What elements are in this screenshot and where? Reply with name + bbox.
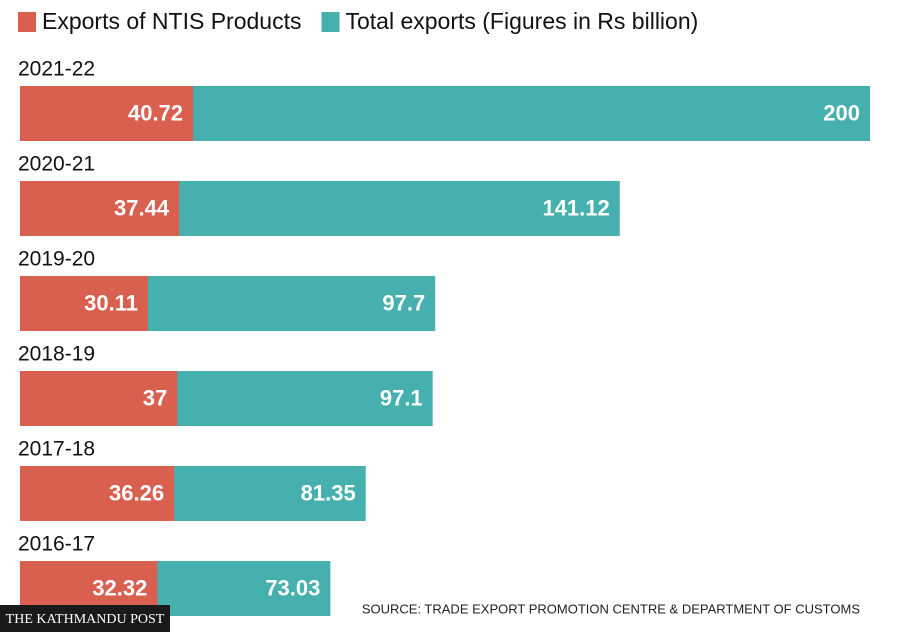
source: SOURCE: TRADE EXPORT PROMOTION CENTRE & … bbox=[362, 601, 860, 616]
value-label: 37 bbox=[143, 385, 167, 410]
value-label: 97.1 bbox=[380, 385, 423, 410]
value-label: 81.35 bbox=[301, 480, 356, 505]
value-label: 40.72 bbox=[128, 100, 183, 125]
category-label: 2019-20 bbox=[18, 248, 95, 271]
value-label: 200 bbox=[823, 100, 860, 125]
legend-label: Total exports (Figures in Rs billion) bbox=[345, 8, 698, 34]
category-label: 2021-22 bbox=[18, 58, 95, 81]
bar bbox=[20, 86, 194, 141]
bar bbox=[20, 181, 180, 236]
value-label: 30.11 bbox=[84, 290, 138, 315]
bar bbox=[20, 371, 178, 426]
value-label: 97.7 bbox=[382, 290, 425, 315]
bar bbox=[20, 276, 148, 331]
category-label: 2017-18 bbox=[18, 438, 95, 461]
value-label: 141.12 bbox=[542, 195, 609, 220]
legend-swatch bbox=[321, 12, 340, 32]
legend-swatch bbox=[18, 12, 36, 32]
value-label: 73.03 bbox=[265, 575, 320, 600]
logo-box bbox=[0, 605, 170, 632]
publisher: THE KATHMANDU POST bbox=[6, 612, 165, 627]
value-label: 36.26 bbox=[109, 480, 164, 505]
category-label: 2020-21 bbox=[18, 153, 95, 176]
bar bbox=[20, 466, 175, 521]
category-label: 2018-19 bbox=[18, 343, 95, 366]
legend-label: Exports of NTIS Products bbox=[42, 8, 301, 34]
category-label: 2016-17 bbox=[18, 533, 95, 556]
value-label: 37.44 bbox=[114, 195, 170, 220]
value-label: 32.32 bbox=[92, 575, 147, 600]
